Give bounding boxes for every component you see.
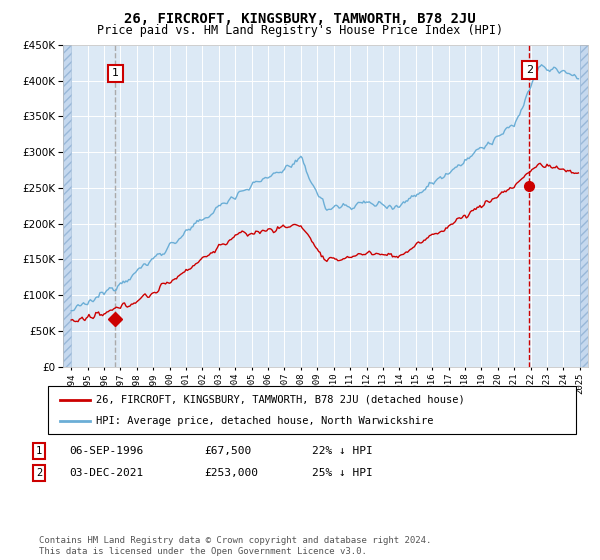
Text: Price paid vs. HM Land Registry's House Price Index (HPI): Price paid vs. HM Land Registry's House … <box>97 24 503 36</box>
Text: 1: 1 <box>112 68 119 78</box>
Text: £67,500: £67,500 <box>204 446 251 456</box>
Text: 06-SEP-1996: 06-SEP-1996 <box>69 446 143 456</box>
Bar <box>580 45 588 367</box>
Bar <box>63 45 71 367</box>
Bar <box>63 45 71 367</box>
Text: 2: 2 <box>526 65 533 75</box>
Text: 22% ↓ HPI: 22% ↓ HPI <box>312 446 373 456</box>
Text: 25% ↓ HPI: 25% ↓ HPI <box>312 468 373 478</box>
Text: £253,000: £253,000 <box>204 468 258 478</box>
Text: HPI: Average price, detached house, North Warwickshire: HPI: Average price, detached house, Nort… <box>96 416 433 426</box>
Text: Contains HM Land Registry data © Crown copyright and database right 2024.
This d: Contains HM Land Registry data © Crown c… <box>39 536 431 556</box>
Text: 1: 1 <box>36 446 42 456</box>
Bar <box>580 45 588 367</box>
Text: 26, FIRCROFT, KINGSBURY, TAMWORTH, B78 2JU (detached house): 26, FIRCROFT, KINGSBURY, TAMWORTH, B78 2… <box>96 395 465 405</box>
Text: 26, FIRCROFT, KINGSBURY, TAMWORTH, B78 2JU: 26, FIRCROFT, KINGSBURY, TAMWORTH, B78 2… <box>124 12 476 26</box>
Text: 2: 2 <box>36 468 42 478</box>
Text: 03-DEC-2021: 03-DEC-2021 <box>69 468 143 478</box>
